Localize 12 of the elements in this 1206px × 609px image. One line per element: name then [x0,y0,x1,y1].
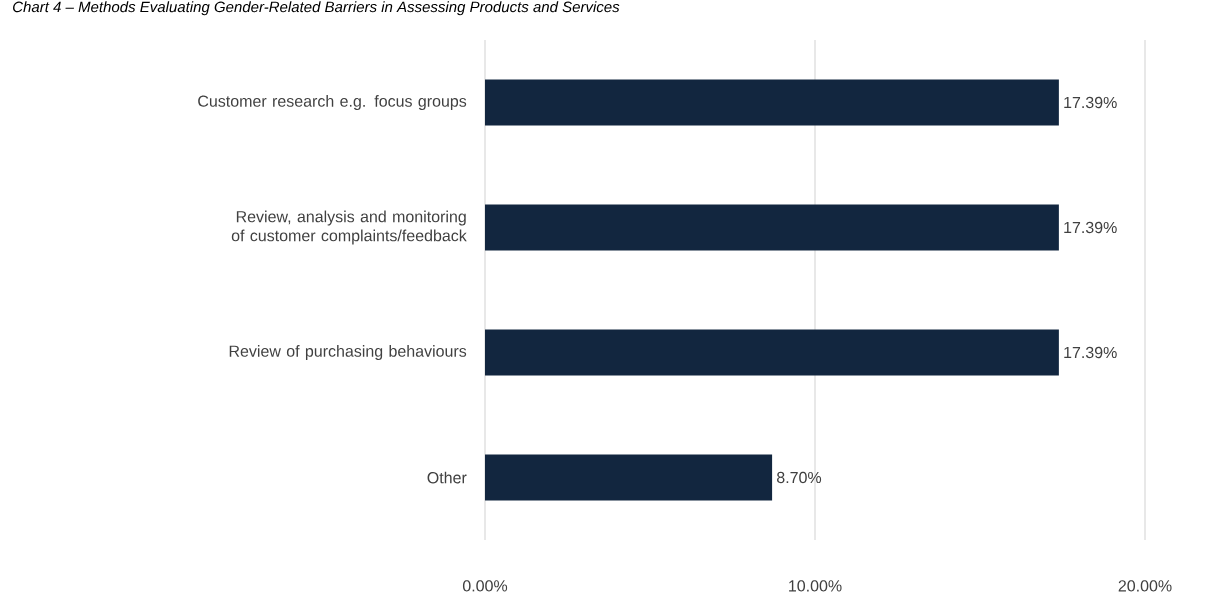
y-tick-label: Review of purchasing behaviours [229,345,467,360]
y-tick-label: Review, analysis and monitoring of customer complaints/feedback [231,210,467,245]
y-tick-label: Other [427,471,467,484]
data-label: 17.39% [1064,346,1117,359]
data-label: 17.39% [1064,221,1117,234]
data-label: 8.70% [777,471,822,484]
text: Chart 4 – Methods Evaluating Gender-Related Barriers in Assessing Products and Services [13,1,620,16]
y-tick-label: Customer research e.g. focus groups [198,95,467,110]
x-tick-label: 20.00% [1118,580,1172,592]
x-tick-label: 10.00% [789,580,842,592]
data-label: 17.39% [1064,96,1117,109]
x-tick-label: 0.00% [462,580,508,592]
